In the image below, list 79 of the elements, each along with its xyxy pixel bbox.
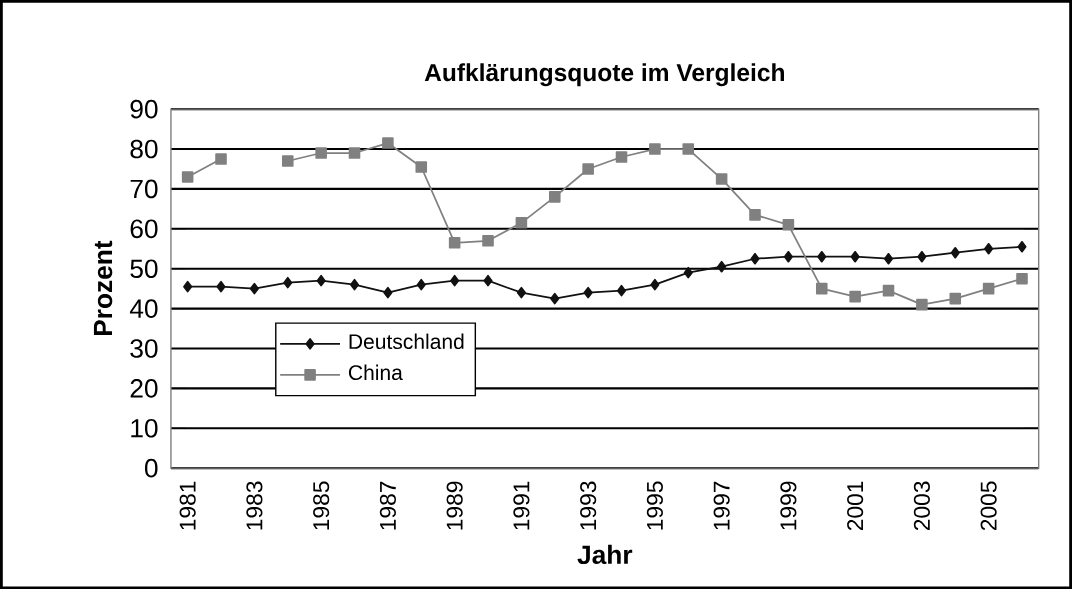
x-axis-title: Jahr xyxy=(577,544,633,564)
point xyxy=(550,292,560,305)
point xyxy=(382,137,394,149)
point xyxy=(516,286,526,299)
point xyxy=(349,278,360,291)
point xyxy=(649,143,661,155)
point xyxy=(316,274,326,287)
point xyxy=(950,246,960,259)
point xyxy=(315,147,327,159)
point xyxy=(817,250,827,263)
point xyxy=(883,252,894,265)
y-tick-label: 30 xyxy=(130,339,158,358)
point xyxy=(1017,240,1027,253)
point xyxy=(583,286,593,299)
point xyxy=(715,173,728,185)
x-tick-label: 1985 xyxy=(313,481,330,530)
point xyxy=(183,280,193,293)
point xyxy=(849,290,861,303)
y-tick-label: 10 xyxy=(131,418,158,438)
x-tick-label: 1995 xyxy=(646,481,663,530)
point xyxy=(483,274,493,287)
point xyxy=(917,250,927,263)
point xyxy=(650,278,660,291)
point xyxy=(949,292,962,305)
point xyxy=(416,278,426,291)
y-tick-label: 20 xyxy=(130,378,158,398)
point xyxy=(682,143,695,155)
point xyxy=(450,274,460,287)
legend-label: China xyxy=(348,364,403,380)
y-tick-label: 90 xyxy=(130,99,158,119)
point xyxy=(750,252,760,265)
point xyxy=(515,216,528,229)
y-tick-label: 0 xyxy=(145,458,158,478)
x-tick-label: 1993 xyxy=(580,481,597,530)
y-tick-label: 80 xyxy=(130,139,158,159)
x-tick-label: 1999 xyxy=(780,481,797,530)
point xyxy=(448,236,461,249)
point xyxy=(415,161,428,173)
point xyxy=(582,163,594,175)
y-tick-label: 50 xyxy=(130,259,158,278)
y-tick-label: 60 xyxy=(130,219,158,239)
point xyxy=(916,298,928,311)
x-tick-label: 1991 xyxy=(513,481,530,530)
y-tick-label: 70 xyxy=(130,179,158,199)
y-tick-label: 40 xyxy=(129,299,158,318)
point xyxy=(749,208,761,221)
point xyxy=(249,282,259,295)
point xyxy=(984,242,994,255)
point xyxy=(783,250,793,263)
point xyxy=(717,260,727,273)
point xyxy=(383,286,393,299)
point xyxy=(782,218,795,231)
x-tick-label: 1981 xyxy=(179,481,196,530)
x-tick-label: 1983 xyxy=(246,481,263,530)
chart-title: Aufklärungsquote im Vergleich xyxy=(424,63,784,87)
x-tick-label: 1997 xyxy=(713,481,730,530)
x-tick-label: 2003 xyxy=(913,481,930,530)
point xyxy=(348,147,361,159)
x-tick-label: 1989 xyxy=(446,481,463,530)
point xyxy=(548,190,561,203)
x-tick-label: 2005 xyxy=(980,481,997,530)
point xyxy=(283,276,293,289)
point xyxy=(281,155,294,167)
x-tick-label: 1987 xyxy=(379,481,396,530)
point xyxy=(181,171,194,183)
point xyxy=(216,280,226,293)
point xyxy=(850,250,860,263)
legend-label: Deutschland xyxy=(349,333,464,349)
y-axis-title: Prozent xyxy=(93,240,113,335)
point xyxy=(882,284,895,297)
point xyxy=(482,234,494,247)
point xyxy=(683,266,693,279)
point xyxy=(1016,272,1028,285)
point xyxy=(815,282,828,295)
point xyxy=(615,151,628,163)
point xyxy=(982,282,995,295)
point xyxy=(616,284,627,297)
point xyxy=(215,153,227,165)
x-tick-label: 2001 xyxy=(847,481,864,530)
